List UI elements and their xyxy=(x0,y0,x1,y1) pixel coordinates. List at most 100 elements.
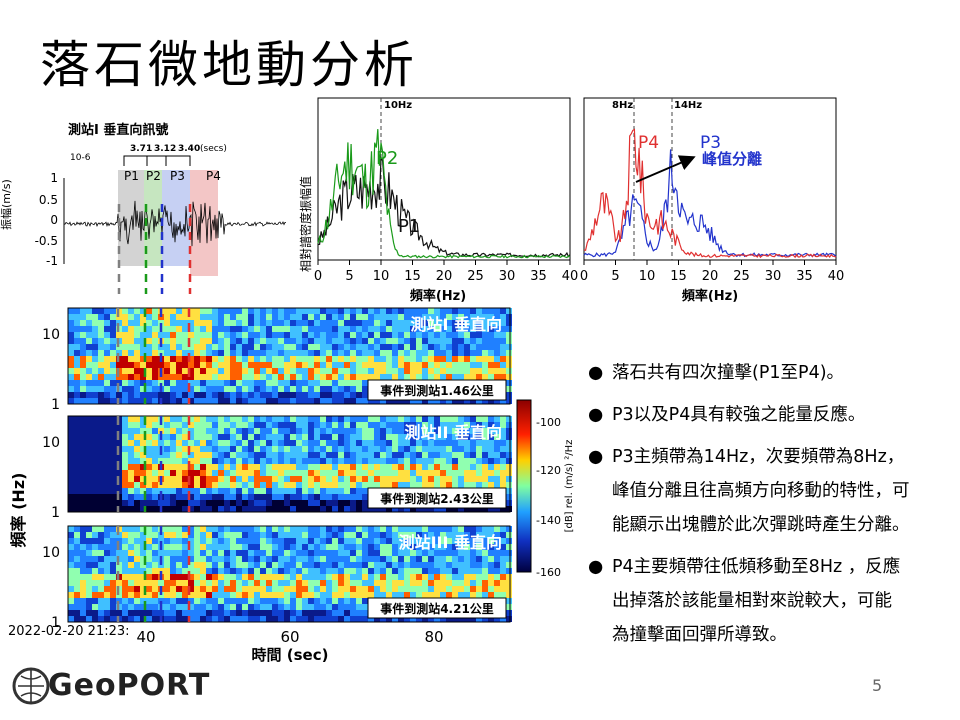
waveform-plot: 測站I 垂直向訊號 10-6 振幅(m/s) 1 0.5 0 -0.5 -1 3… xyxy=(0,122,286,294)
bullet-text: P3主頻帶為14Hz，次要頻帶為8Hz， xyxy=(612,447,905,467)
spectrogram-ylabel: 頻率 (Hz) xyxy=(9,473,28,548)
page-number: 5 xyxy=(872,676,883,695)
bullet-text: 峰值分離且往高頻方向移動的特性，可 xyxy=(612,481,910,501)
ytick: 10 xyxy=(42,435,60,451)
xtick: 15 xyxy=(404,269,421,284)
interval-label: 3.71 xyxy=(130,144,152,154)
interval-label: 3.12 xyxy=(154,144,176,154)
bullet-text: P4主要頻帶往低頻移動至8Hz ，反應 xyxy=(612,557,901,577)
xtick: 25 xyxy=(467,269,484,284)
bullet-text: 落石共有四次撞擊(P1至P4)。 xyxy=(612,363,845,383)
p1-spectrum xyxy=(317,155,571,258)
p2-spectrum xyxy=(317,129,571,259)
ytick: -1 xyxy=(46,254,58,268)
spectrogram-panel xyxy=(67,525,511,623)
station-label: 測站II 垂直向 xyxy=(405,423,502,442)
peak-separation-label: 峰值分離 xyxy=(702,150,762,168)
bullet-item: ● 落石共有四次撞擊(P1至P4)。 xyxy=(588,356,958,390)
marker-8hz: 8Hz xyxy=(612,100,633,111)
xtick: 15 xyxy=(670,269,687,284)
xtick: 20 xyxy=(436,269,453,284)
p4-spectrum xyxy=(583,128,837,259)
xtick: 10 xyxy=(373,269,390,284)
station-label: 測站III 垂直向 xyxy=(399,533,502,552)
p3-label: P3 xyxy=(700,133,721,153)
xtick: 30 xyxy=(765,269,782,284)
xtick: 40 xyxy=(828,269,845,284)
ytick: 10 xyxy=(42,545,60,561)
p4-label: P4 xyxy=(638,133,659,153)
bullet-icon: ● xyxy=(588,447,604,467)
bullet-text: 能顯示出塊體於此次彈跳時產生分離。 xyxy=(612,515,910,535)
bullet-text: P3以及P4具有較強之能量反應。 xyxy=(612,405,866,425)
ytick: -0.5 xyxy=(35,234,58,248)
xtick: 10 xyxy=(639,269,656,284)
marker-14hz: 14Hz xyxy=(674,100,702,111)
waveform-signal xyxy=(63,200,286,247)
colorbar xyxy=(516,399,532,573)
timestamp: 2022-02-20 21:23: xyxy=(8,624,130,639)
bullet-item: ● P3以及P4具有較強之能量反應。 xyxy=(588,398,958,432)
peak-label: P1 xyxy=(124,169,139,183)
ytick: 1 xyxy=(51,505,60,521)
xtick: 40 xyxy=(136,628,155,646)
interval-label: 3.40 xyxy=(178,144,200,154)
spectrum-xlabel: 頻率(Hz) xyxy=(410,288,466,304)
bullet-text: 為撞擊面回彈所導致。 xyxy=(612,625,787,645)
colorbar-tick: -140 xyxy=(536,514,561,527)
p2-label: P2 xyxy=(376,148,398,169)
geoport-logo-icon xyxy=(12,667,50,705)
p3-spectrum xyxy=(583,149,837,258)
colorbar-tick: -100 xyxy=(536,416,561,429)
bullet-item: ● P4主要頻帶往低頻移動至8Hz ，反應 出掉落於該能量相對來說較大，可能 為撞擊面… xyxy=(588,550,958,652)
colorbar-tick: -160 xyxy=(536,566,561,579)
peak-label: P4 xyxy=(206,169,221,183)
marker-10hz: 10Hz xyxy=(384,100,412,111)
logo-text: GeoPORT xyxy=(48,668,211,703)
interval-unit: (secs) xyxy=(200,144,227,154)
xtick: 80 xyxy=(424,628,443,646)
spectrum-ylabel: 相對譜密度振幅值 xyxy=(298,176,313,272)
xtick: 35 xyxy=(530,269,547,284)
slide-title: 落石微地動分析 xyxy=(40,36,418,94)
xtick: 25 xyxy=(733,269,750,284)
ytick: 1 xyxy=(50,171,58,185)
ytick: 0 xyxy=(50,213,58,227)
distance-label: 事件到測站1.46公里 xyxy=(380,383,494,398)
bullet-icon: ● xyxy=(588,405,604,425)
spectrogram-panel xyxy=(67,307,511,405)
station-label: 測站I 垂直向 xyxy=(410,315,502,334)
xtick: 35 xyxy=(796,269,813,284)
bullet-text: 出掉落於該能量相對來說較大，可能 xyxy=(612,591,892,611)
spectrum-xlabel: 頻率(Hz) xyxy=(682,288,738,304)
ytick: 1 xyxy=(51,397,60,413)
p4-region xyxy=(190,170,218,276)
bullet-item: ● P3主頻帶為14Hz，次要頻帶為8Hz， 峰值分離且往高頻方向移動的特性，可 能顯… xyxy=(588,440,958,542)
spectrogram-xlabel: 時間 (sec) xyxy=(252,646,329,662)
waveform-exponent: 10-6 xyxy=(70,153,91,163)
spectrum-left-chart: 相對譜密度振幅值 10Hz P2 P1 0 5 10 15 20 25 30 35 40 頻率(… xyxy=(298,97,578,304)
bullet-icon: ● xyxy=(588,557,604,577)
peak-label: P2 xyxy=(146,169,161,183)
distance-label: 事件到測站4.21公里 xyxy=(380,601,494,616)
xtick: 5 xyxy=(611,269,619,284)
xtick: 30 xyxy=(499,269,516,284)
peak-label: P3 xyxy=(170,169,185,183)
spectrogram-panel xyxy=(67,415,511,513)
distance-label: 事件到測站2.43公里 xyxy=(380,491,494,506)
spectrum-right-chart: 8Hz 14Hz P4 P3 峰值分離 0 5 10 15 20 25 30 35 40 頻率(… xyxy=(580,97,845,304)
xtick: 0 xyxy=(314,269,322,284)
p1-label: P1 xyxy=(398,216,420,237)
xtick: 5 xyxy=(345,269,353,284)
waveform-title: 測站I 垂直向訊號 xyxy=(68,122,168,138)
bullet-list: ● 落石共有四次撞擊(P1至P4)。 ● P3以及P4具有較強之能量反應。 ● P3主… xyxy=(588,356,958,660)
colorbar-label: [dB] rel. (m/s) ²/Hz xyxy=(564,440,575,533)
waveform-ylabel: 振幅(m/s) xyxy=(0,179,13,230)
xtick: 0 xyxy=(580,269,588,284)
xtick: 20 xyxy=(702,269,719,284)
ytick: 10 xyxy=(42,327,60,343)
ytick: 1 xyxy=(51,615,60,631)
colorbar-tick: -120 xyxy=(536,464,561,477)
bullet-icon: ● xyxy=(588,363,604,383)
